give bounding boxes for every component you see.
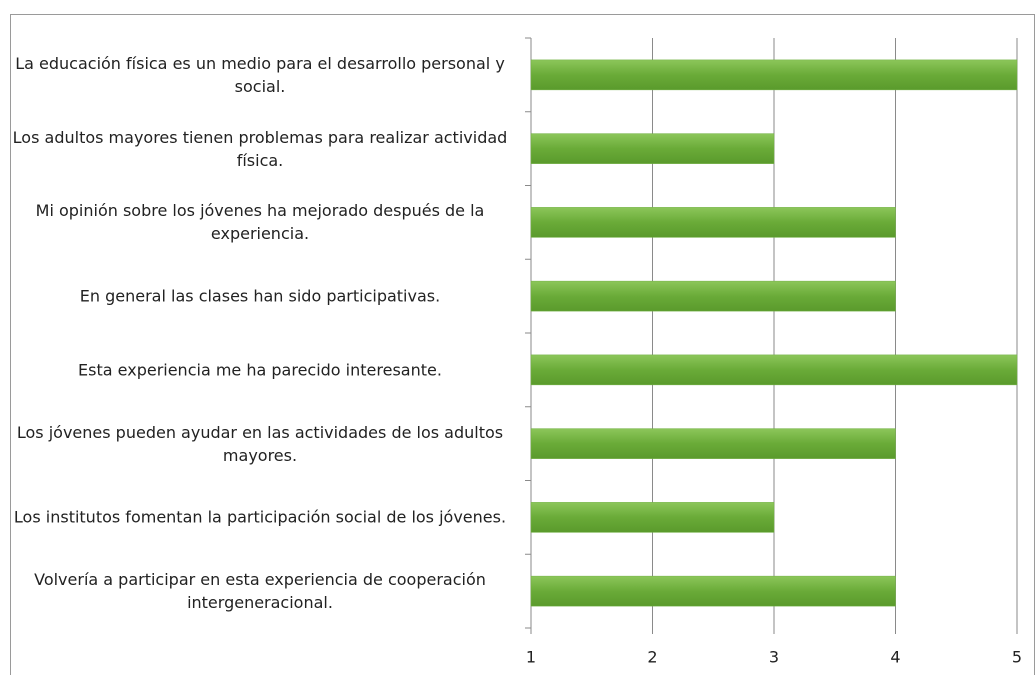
y-tick-label: Volvería a participar en esta experienci… <box>34 570 486 613</box>
bar <box>530 59 1018 91</box>
y-tick-label: La educación física es un medio para el … <box>15 53 505 96</box>
chart-border <box>10 14 1035 675</box>
y-tick-label: Los jóvenes pueden ayudar en las activid… <box>16 422 504 465</box>
bar <box>530 502 775 533</box>
bar <box>530 133 775 164</box>
y-tick-label: En general las clases han sido participa… <box>79 286 441 306</box>
y-tick-label: Mi opinión sobre los jóvenes ha mejorado… <box>35 201 485 244</box>
x-tick-label: 5 <box>1012 648 1022 667</box>
x-tick-label: 1 <box>526 648 536 667</box>
x-tick-label: 3 <box>769 648 779 667</box>
x-tick-label: 4 <box>890 648 900 667</box>
bar <box>530 428 896 459</box>
y-tick-label: Esta experiencia me ha parecido interesa… <box>78 360 442 380</box>
bar <box>530 354 1018 386</box>
bar <box>530 575 896 607</box>
bar <box>530 207 896 238</box>
y-tick-label: Los institutos fomentan la participación… <box>13 507 507 527</box>
bar <box>530 280 896 312</box>
y-tick-label: Los adultos mayores tienen problemas par… <box>12 127 508 170</box>
x-tick-label: 2 <box>647 648 657 667</box>
